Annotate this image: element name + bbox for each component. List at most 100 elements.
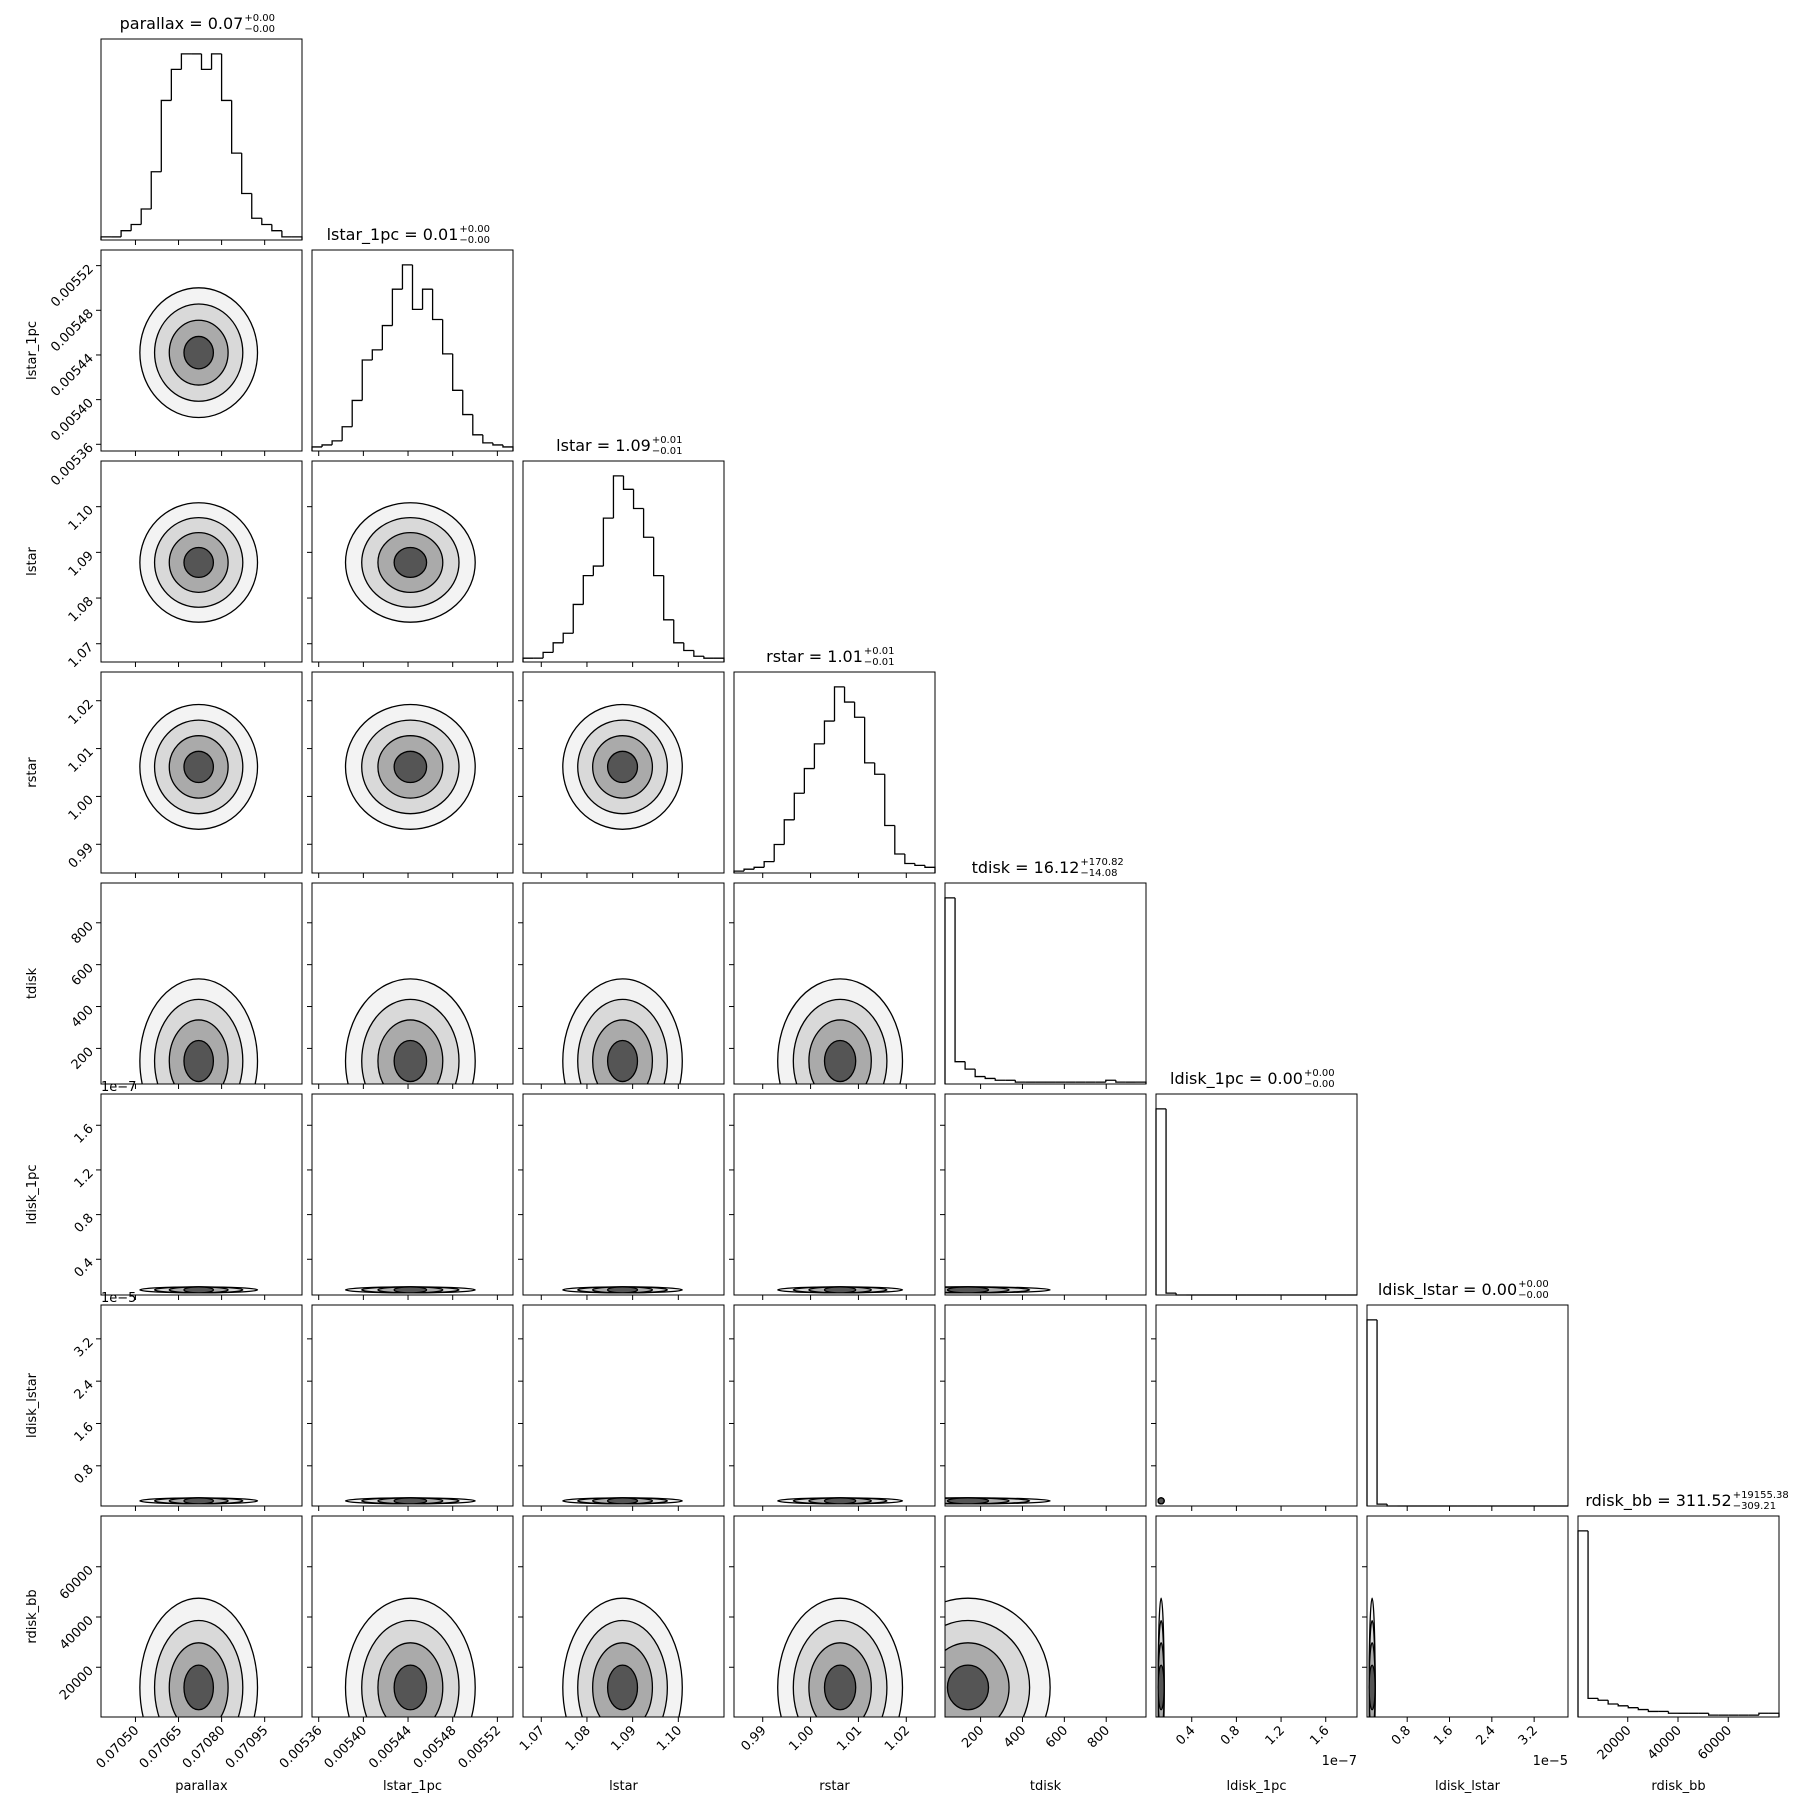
contours (777, 1597, 904, 1717)
histogram-bin (261, 218, 272, 226)
x-tick-label: 0.00536 (277, 1723, 326, 1772)
panel-frame (522, 460, 725, 663)
x-axis-label: ldisk_lstar (1435, 1779, 1501, 1794)
contour (393, 1497, 428, 1505)
y-tick-label: 0.00536 (48, 441, 97, 490)
panel-frame (311, 1515, 514, 1718)
contours (139, 703, 259, 830)
histogram-bin (482, 434, 493, 444)
panel-frame (944, 1515, 1147, 1718)
x-tick-label: 3.2 (1516, 1723, 1541, 1748)
x-tick-label: 20000 (1595, 1723, 1635, 1763)
panel-frame (100, 249, 303, 452)
contours (562, 703, 683, 830)
histogram-bin (1708, 1713, 1719, 1716)
histogram-bin (753, 866, 765, 870)
x-tick-label: 0.8 (1218, 1723, 1243, 1748)
y-tick-label: 0.8 (72, 1211, 97, 1236)
histogram-bin (552, 642, 564, 653)
y-tick-label: 3.2 (72, 1335, 97, 1360)
panel: ldisk_lstar = 0.00 +0.00−0.00 (1366, 1279, 1569, 1511)
x-tick-label: 1.2 (1263, 1723, 1288, 1748)
histogram-bin (914, 863, 925, 867)
contours (945, 1497, 1051, 1505)
title-lower: −0.00 (1304, 1079, 1335, 1090)
x-tick-label: 0.00544 (366, 1723, 415, 1772)
contour (606, 1497, 639, 1505)
histogram-bin (853, 702, 865, 718)
y-tick-label: 800 (69, 919, 97, 947)
histogram-bin (663, 575, 674, 621)
histogram-bin (492, 442, 503, 446)
contour (393, 1664, 428, 1711)
y-offset: 1e−5 (101, 1291, 136, 1306)
panel-title: ldisk_lstar = 0.00 (1378, 1280, 1517, 1300)
panel: 200 400 600 800 (940, 1515, 1147, 1751)
x-axis-label: rstar (819, 1779, 850, 1794)
panel: ldisk_1pc = 0.00 +0.00−0.00 (1155, 1068, 1358, 1300)
title-upper: +0.00 (244, 13, 275, 24)
histogram-bin (381, 324, 393, 350)
contour (606, 750, 639, 784)
x-tick-label: 0.4 (1173, 1723, 1198, 1748)
x-tick-label: 1.07 (517, 1723, 548, 1754)
y-tick-label: 20000 (57, 1663, 97, 1703)
title-upper: +0.00 (1518, 1279, 1549, 1290)
panel (518, 1093, 725, 1300)
x-tick-label: 1.6 (1307, 1723, 1332, 1748)
histogram-bin (442, 319, 453, 355)
panel (518, 1304, 725, 1511)
contours (777, 1497, 904, 1505)
x-tick-label: 60000 (1695, 1723, 1735, 1763)
contours (139, 287, 259, 419)
histogram-bin (974, 1069, 986, 1078)
histogram-bin (763, 860, 775, 868)
histogram-bin (130, 223, 142, 231)
x-tick-label: 40000 (1645, 1723, 1685, 1763)
histogram-bin (351, 399, 363, 427)
contour (183, 1039, 215, 1083)
panel-frame (733, 882, 936, 1085)
y-tick-label: 0.00552 (48, 262, 97, 311)
contour (823, 1039, 857, 1083)
panel-frame (522, 1515, 725, 1718)
panel (307, 671, 514, 878)
panel (307, 882, 514, 1089)
y-tick-label: 1.2 (72, 1166, 97, 1191)
histogram-bin (683, 642, 694, 652)
y-tick-label: 600 (69, 961, 97, 989)
histogram-bin (401, 264, 413, 290)
y-tick-label: 1.6 (72, 1121, 97, 1146)
contour (946, 1286, 990, 1294)
x-tick-label: 200 (959, 1723, 987, 1751)
histogram-bin (823, 720, 835, 744)
histogram-bin (361, 359, 373, 401)
histogram-bin (994, 1078, 1006, 1081)
y-tick-label: 0.00548 (48, 307, 97, 356)
x-tick-label: 1.09 (608, 1723, 639, 1754)
x-tick-label: 800 (1085, 1723, 1113, 1751)
contour (183, 1286, 215, 1294)
title-lower: −0.01 (652, 446, 683, 457)
x-tick-label: 0.00540 (322, 1723, 371, 1772)
histogram-bin (602, 517, 614, 567)
histogram-bin (944, 897, 956, 1084)
contour (393, 1286, 428, 1294)
histogram-bin (713, 657, 725, 662)
title-upper: +0.01 (652, 435, 683, 446)
panel-frame (522, 1304, 725, 1507)
panel (1151, 1304, 1358, 1511)
contour (183, 335, 215, 370)
x-tick-label: 0.99 (738, 1723, 769, 1754)
x-tick-label: 0.8 (1389, 1723, 1414, 1748)
histogram-bin (1627, 1705, 1639, 1709)
panel: 0.8 1.6 2.4 3.2 (1362, 1515, 1569, 1748)
x-tick-label: 0.00548 (411, 1723, 460, 1772)
histogram-bin (1105, 1079, 1116, 1083)
histogram-bin (693, 650, 704, 657)
y-axis-label: ldisk_lstar (25, 1372, 40, 1438)
panel-frame (522, 1093, 725, 1296)
contours (344, 703, 476, 830)
contour (393, 1039, 428, 1083)
